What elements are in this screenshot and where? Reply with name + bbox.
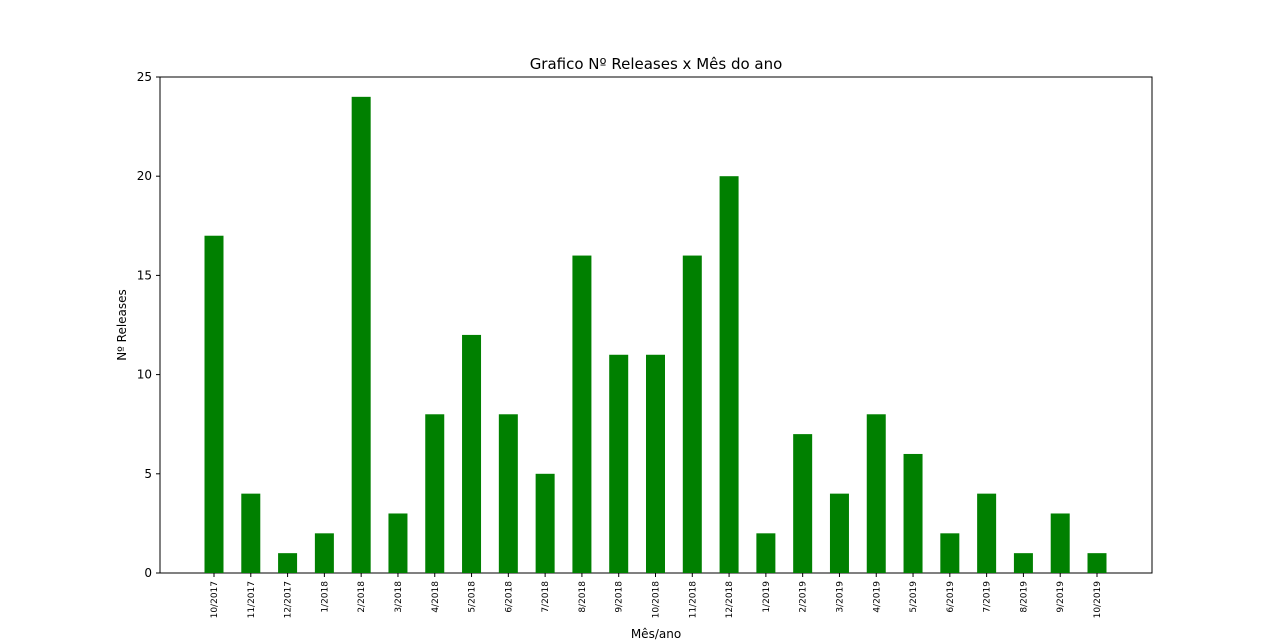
- x-tick-label: 10/2019: [1093, 581, 1103, 619]
- x-tick-label: 2/2018: [357, 581, 367, 613]
- x-tick-label: 9/2018: [615, 581, 625, 613]
- bar: [793, 434, 813, 573]
- x-tick-label: 9/2019: [1056, 581, 1066, 613]
- bars-group: [204, 96, 1107, 573]
- chart-title: Grafico Nº Releases x Mês do ano: [530, 55, 783, 73]
- x-tick-label: 1/2018: [320, 581, 330, 613]
- bar: [1087, 553, 1107, 573]
- x-tick-label: 4/2019: [872, 581, 882, 613]
- bar: [351, 96, 371, 573]
- y-tick-label: 15: [137, 268, 152, 282]
- y-axis-label: Nº Releases: [115, 289, 129, 361]
- bar: [425, 414, 445, 573]
- x-tick-label: 2/2019: [799, 581, 809, 613]
- bar: [646, 354, 665, 573]
- bar: [278, 553, 298, 573]
- bar: [388, 513, 408, 573]
- y-tick-label: 0: [144, 566, 152, 580]
- y-tick-label: 25: [137, 70, 152, 84]
- x-tick-label: 1/2019: [762, 581, 772, 613]
- bar: [241, 493, 261, 573]
- x-tick-label: 11/2017: [247, 581, 257, 618]
- x-tick-label: 11/2018: [688, 581, 698, 619]
- bar: [609, 354, 629, 573]
- x-tick-label: 3/2018: [394, 581, 404, 613]
- bar: [682, 255, 702, 573]
- y-tick-label: 10: [137, 368, 152, 382]
- bar: [204, 235, 224, 573]
- x-axis-ticks: 10/2017 11/2017 12/2017 1/2018 2/2018 3/2018 4…: [210, 573, 1103, 618]
- x-tick-label: 4/2018: [431, 581, 441, 613]
- bar: [498, 414, 518, 573]
- bar: [940, 533, 960, 573]
- bar: [829, 493, 849, 573]
- x-tick-label: 12/2017: [284, 581, 294, 618]
- bar: [535, 473, 555, 573]
- bar: [1050, 513, 1070, 573]
- bar: [719, 176, 739, 573]
- x-tick-label: 8/2018: [578, 581, 588, 613]
- x-tick-label: 7/2019: [983, 581, 993, 613]
- bar: [756, 533, 776, 573]
- x-axis-label: Mês/ano: [631, 627, 681, 641]
- bar: [314, 533, 334, 573]
- x-tick-label: 5/2018: [468, 581, 478, 613]
- x-tick-label: 7/2018: [541, 581, 551, 613]
- x-tick-label: 5/2019: [909, 581, 919, 613]
- x-tick-label: 6/2018: [504, 581, 514, 613]
- x-tick-label: 10/2018: [652, 581, 662, 619]
- x-tick-label: 8/2019: [1019, 581, 1029, 613]
- y-tick-label: 20: [137, 169, 152, 183]
- bar: [866, 414, 886, 573]
- bar: [977, 493, 997, 573]
- x-tick-label: 10/2017: [210, 581, 220, 618]
- x-tick-label: 3/2019: [835, 581, 845, 613]
- x-tick-label: 6/2019: [946, 581, 956, 613]
- x-tick-label: 12/2018: [725, 581, 735, 619]
- bar: [572, 255, 592, 573]
- bar: [1013, 553, 1033, 573]
- bar: [462, 334, 482, 573]
- bar: [903, 453, 923, 573]
- y-axis-ticks: 0 5 10 15 20 25: [137, 70, 160, 580]
- y-tick-label: 5: [144, 467, 152, 481]
